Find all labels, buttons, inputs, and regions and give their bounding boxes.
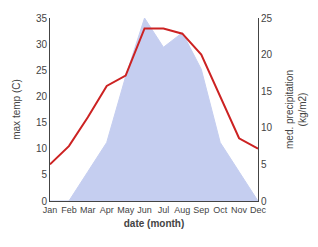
svg-text:25: 25	[36, 65, 48, 76]
svg-text:date (month): date (month)	[124, 218, 185, 229]
svg-text:5: 5	[41, 169, 47, 180]
svg-text:Apr: Apr	[100, 205, 114, 215]
svg-text:Jun: Jun	[137, 205, 152, 215]
svg-text:Nov: Nov	[231, 205, 248, 215]
svg-text:max temp (C): max temp (C)	[11, 79, 22, 140]
svg-text:10: 10	[261, 122, 273, 133]
svg-text:Jan: Jan	[43, 205, 58, 215]
svg-text:35: 35	[36, 13, 48, 24]
svg-text:15: 15	[36, 117, 48, 128]
svg-text:Oct: Oct	[213, 205, 228, 215]
svg-text:20: 20	[36, 91, 48, 102]
svg-text:Aug: Aug	[174, 205, 190, 215]
svg-text:0: 0	[261, 196, 267, 207]
svg-text:Mar: Mar	[80, 205, 96, 215]
svg-text:15: 15	[261, 86, 273, 97]
svg-text:25: 25	[261, 13, 273, 24]
svg-text:Dec: Dec	[250, 205, 267, 215]
svg-text:med. precipitation(kg/m2): med. precipitation(kg/m2)	[284, 70, 308, 149]
svg-text:May: May	[117, 205, 135, 215]
svg-text:10: 10	[36, 143, 48, 154]
svg-text:5: 5	[261, 159, 267, 170]
svg-text:Sep: Sep	[193, 205, 209, 215]
svg-text:30: 30	[36, 39, 48, 50]
svg-text:20: 20	[261, 49, 273, 60]
svg-text:Feb: Feb	[61, 205, 77, 215]
svg-text:Jul: Jul	[158, 205, 170, 215]
svg-text:0: 0	[41, 196, 47, 207]
